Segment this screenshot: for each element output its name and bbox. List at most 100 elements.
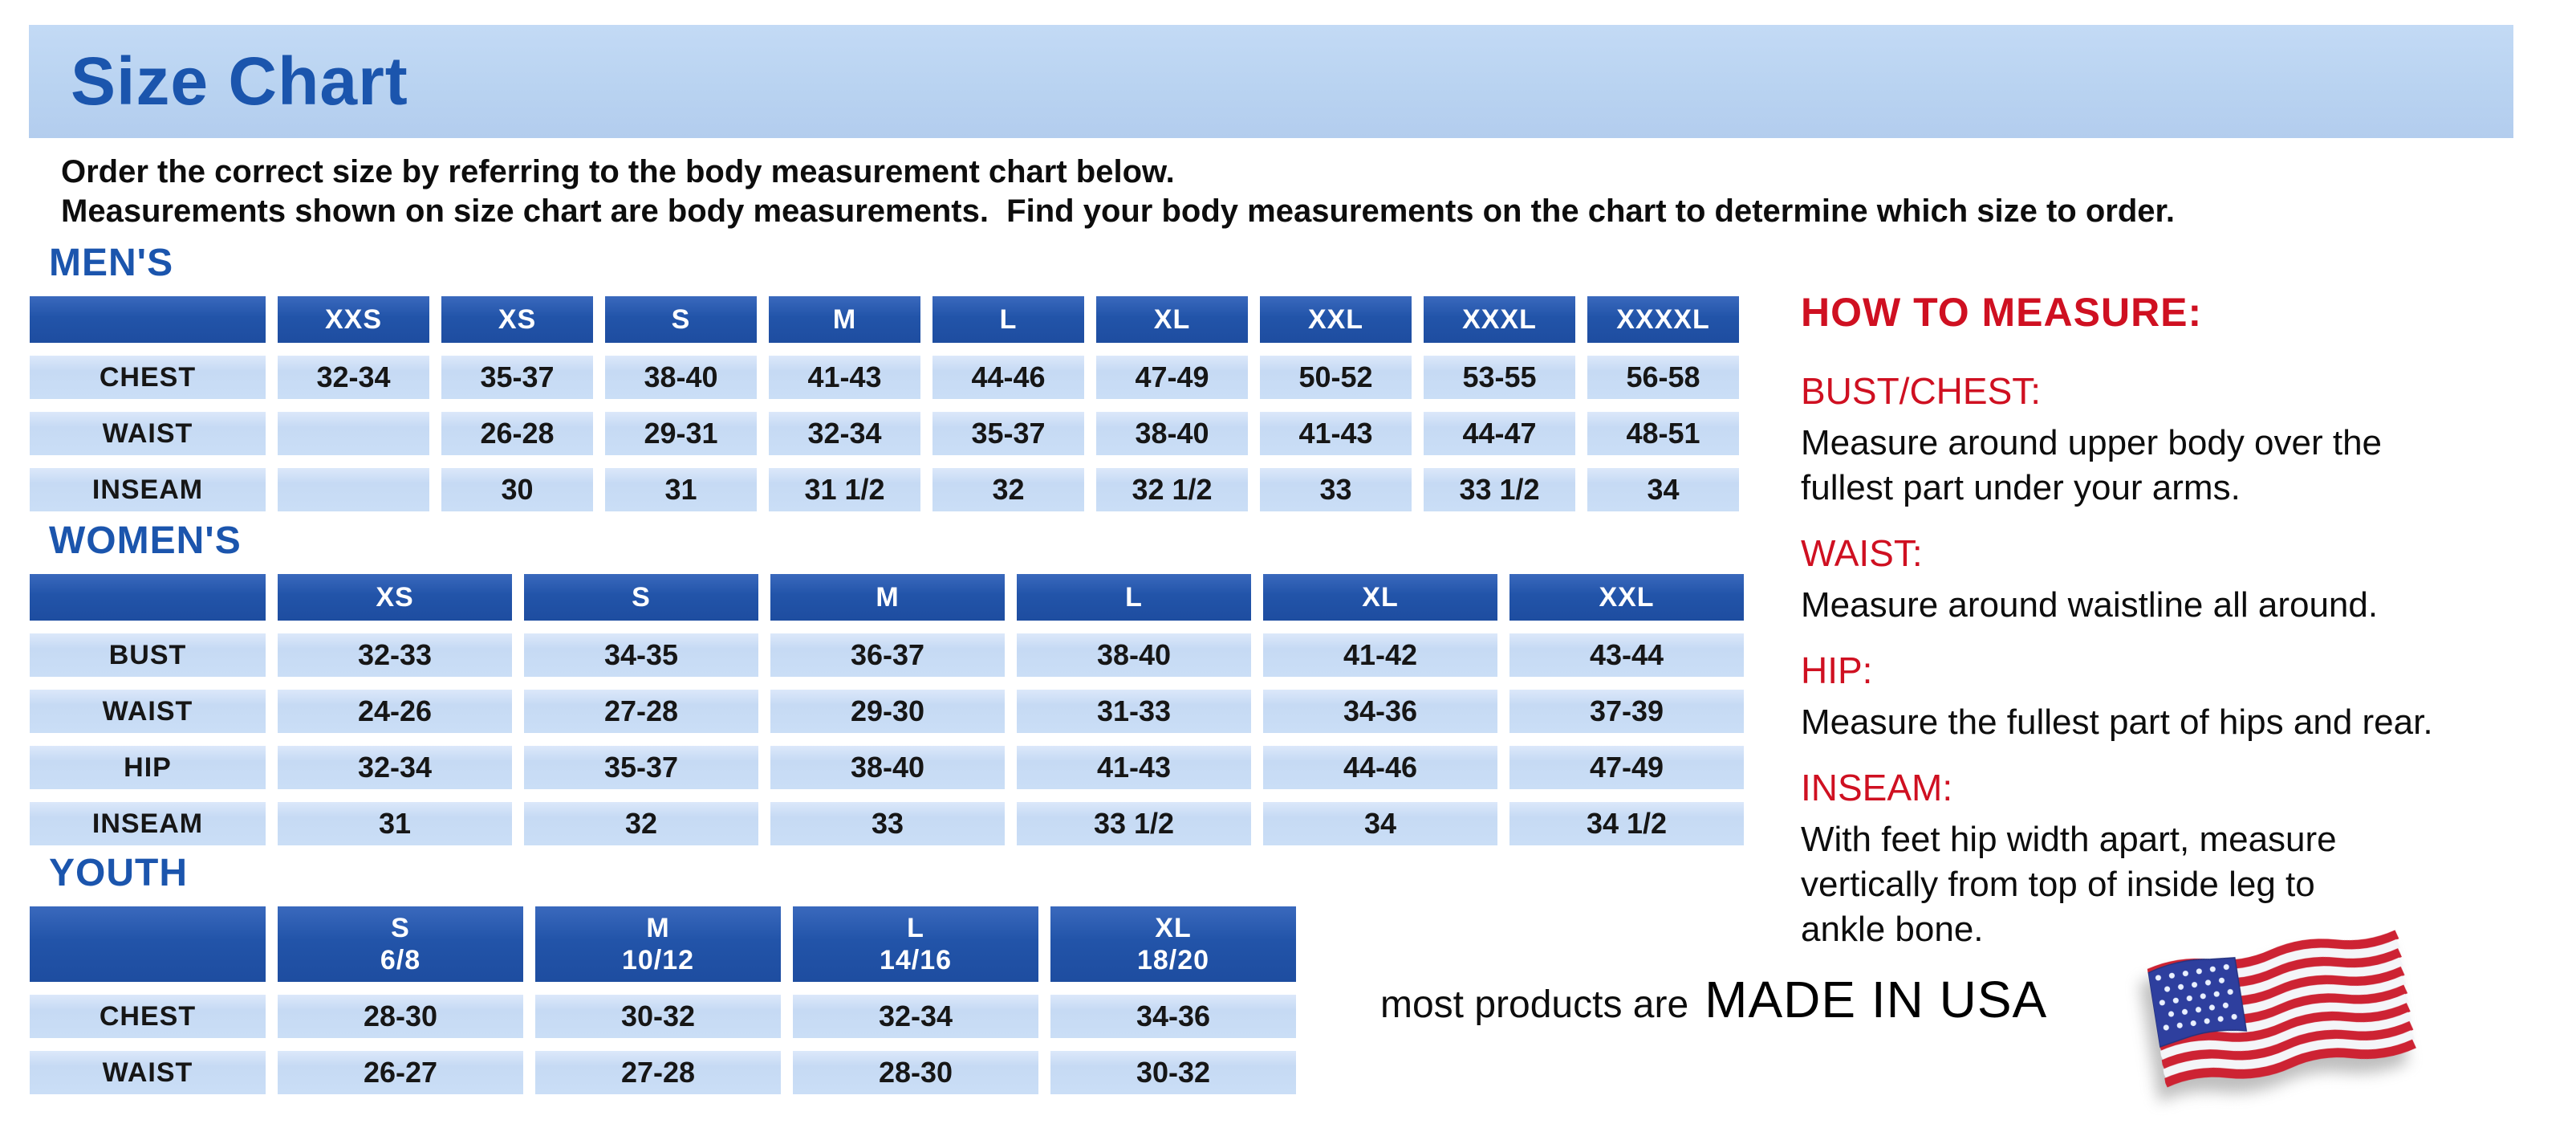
row-label-cell: WAIST (30, 1051, 266, 1094)
size-value-cell: 32-34 (278, 746, 512, 789)
size-value-cell: 33 (1260, 468, 1412, 511)
column-header-cell: L (932, 296, 1084, 343)
size-value-cell: 38-40 (605, 356, 757, 399)
column-header-cell: M 10/12 (535, 906, 781, 982)
column-header-blank-cell (30, 574, 266, 621)
size-value-cell: 32-34 (793, 995, 1038, 1038)
footer-prefix-text: most products are (1380, 983, 1689, 1026)
column-header-blank-cell (30, 906, 266, 982)
column-header-cell: S 6/8 (278, 906, 523, 982)
size-value-cell: 48-51 (1587, 412, 1739, 455)
youth-size-table: S 6/8 M 10/12 L 14/16 XL 18/20 CHEST 28-30 30-32 32… (30, 906, 1296, 1094)
size-value-cell: 32-34 (278, 356, 429, 399)
size-value-cell: 29-30 (770, 690, 1005, 733)
column-header-cell: XXXXL (1587, 296, 1739, 343)
measure-item-label: WAIST: (1801, 532, 1923, 574)
size-value-cell: 30 (441, 468, 593, 511)
size-value-cell: 27-28 (535, 1051, 781, 1094)
measure-item-text: Measure the fullest part of hips and rea… (1801, 702, 2433, 742)
womens-size-table: XS S M L XL XXL BUST 32-33 34-35 36-37 38-40 41-42 4… (30, 574, 1744, 845)
column-header-cell: S (605, 296, 757, 343)
column-header-cell: XL 18/20 (1050, 906, 1296, 982)
intro-line-1: Order the correct size by referring to t… (61, 154, 1175, 189)
measure-item-bust: BUST/CHEST: Measure around upper body ov… (1801, 369, 2571, 511)
measure-item-text: With feet hip width apart, measure verti… (1801, 820, 2337, 949)
usa-flag-icon (2146, 925, 2416, 1097)
size-value-cell: 34-35 (524, 633, 758, 677)
size-value-cell: 34 (1587, 468, 1739, 511)
size-value-cell (278, 468, 429, 511)
youth-section-heading: YOUTH (49, 852, 188, 894)
size-value-cell: 44-47 (1424, 412, 1575, 455)
size-value-cell: 33 1/2 (1017, 802, 1251, 845)
row-label-cell: INSEAM (30, 802, 266, 845)
column-header-cell: XS (441, 296, 593, 343)
measure-item-label: HIP: (1801, 649, 1873, 691)
size-value-cell: 32 (932, 468, 1084, 511)
row-label-cell: HIP (30, 746, 266, 789)
row-label-cell: WAIST (30, 690, 266, 733)
size-value-cell: 41-43 (1260, 412, 1412, 455)
measure-item-waist: WAIST: Measure around waistline all arou… (1801, 531, 2571, 628)
measure-item-text: Measure around waistline all around. (1801, 585, 2379, 625)
size-value-cell: 47-49 (1096, 356, 1248, 399)
title-banner: Size Chart (29, 25, 2513, 138)
size-value-cell: 41-42 (1263, 633, 1497, 677)
size-value-cell: 43-44 (1509, 633, 1744, 677)
size-value-cell: 34-36 (1263, 690, 1497, 733)
size-value-cell: 47-49 (1509, 746, 1744, 789)
footer-note: most products are MADE IN USA (1380, 970, 2047, 1029)
size-value-cell: 28-30 (278, 995, 523, 1038)
size-value-cell: 35-37 (932, 412, 1084, 455)
size-value-cell: 31 (278, 802, 512, 845)
row-label-cell: BUST (30, 633, 266, 677)
size-value-cell: 38-40 (1017, 633, 1251, 677)
size-value-cell: 31 1/2 (769, 468, 920, 511)
mens-section-heading: MEN'S (49, 242, 174, 284)
column-header-cell: L (1017, 574, 1251, 621)
intro-text: Order the correct size by referring to t… (61, 153, 2175, 231)
row-label-cell: WAIST (30, 412, 266, 455)
size-value-cell: 56-58 (1587, 356, 1739, 399)
size-value-cell: 26-28 (441, 412, 593, 455)
row-label-cell: INSEAM (30, 468, 266, 511)
column-header-cell: S (524, 574, 758, 621)
column-header-cell: XL (1263, 574, 1497, 621)
size-value-cell: 31-33 (1017, 690, 1251, 733)
column-header-cell: XXL (1260, 296, 1412, 343)
womens-size-section: WOMEN'S XS S M L XL XXL BUST 32-33 34-35 36-37 38-… (30, 519, 1744, 845)
mens-size-table: XXS XS S M L XL XXL XXXL XXXXL CHEST 32-34 35-37 38-… (30, 296, 1739, 511)
column-header-cell: L 14/16 (793, 906, 1038, 982)
size-value-cell: 30-32 (535, 995, 781, 1038)
intro-line-2: Measurements shown on size chart are bod… (61, 193, 2175, 229)
size-value-cell: 27-28 (524, 690, 758, 733)
measure-item-inseam: INSEAM: With feet hip width apart, measu… (1801, 766, 2571, 952)
size-value-cell: 53-55 (1424, 356, 1575, 399)
size-value-cell: 34 1/2 (1509, 802, 1744, 845)
size-value-cell: 29-31 (605, 412, 757, 455)
size-value-cell: 24-26 (278, 690, 512, 733)
column-header-cell: XXXL (1424, 296, 1575, 343)
measure-item-text: Measure around upper body over the fulle… (1801, 423, 2383, 507)
size-value-cell: 38-40 (770, 746, 1005, 789)
page-title: Size Chart (71, 43, 408, 119)
column-header-cell: M (770, 574, 1005, 621)
size-value-cell: 44-46 (1263, 746, 1497, 789)
size-value-cell: 32 (524, 802, 758, 845)
size-value-cell: 35-37 (441, 356, 593, 399)
column-header-cell: XS (278, 574, 512, 621)
size-value-cell: 32-33 (278, 633, 512, 677)
size-value-cell: 44-46 (932, 356, 1084, 399)
measure-item-hip: HIP: Measure the fullest part of hips an… (1801, 649, 2571, 745)
size-value-cell: 50-52 (1260, 356, 1412, 399)
column-header-cell: XXS (278, 296, 429, 343)
size-value-cell: 33 (770, 802, 1005, 845)
womens-section-heading: WOMEN'S (49, 519, 242, 562)
column-header-blank-cell (30, 296, 266, 343)
column-header-cell: XL (1096, 296, 1248, 343)
size-value-cell: 37-39 (1509, 690, 1744, 733)
youth-size-section: YOUTH S 6/8 M 10/12 L 14/16 XL 18/20 CHEST 28-30 3… (30, 851, 1296, 1094)
mens-size-section: MEN'S XXS XS S M L XL XXL XXXL XXXXL CHEST 32-34 35… (30, 241, 1739, 511)
size-value-cell: 38-40 (1096, 412, 1248, 455)
size-value-cell: 32 1/2 (1096, 468, 1248, 511)
